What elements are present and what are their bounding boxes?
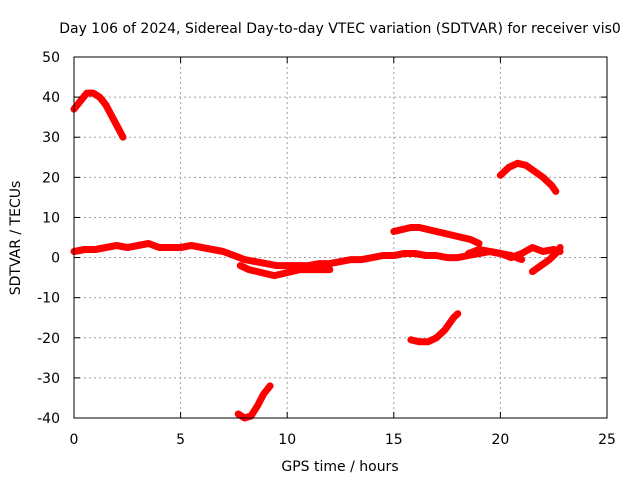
series-arc-4 [234,382,274,422]
x-tick-label: 25 [598,432,616,448]
series-arc-8 [464,244,564,262]
axis-ticks [73,56,608,419]
series-arc-2 [70,240,526,270]
y-axis-label: SDTVAR / TECUs [8,181,24,296]
x-tick-label: 20 [491,432,509,448]
x-tick-label: 10 [278,432,296,448]
y-tick-label: 30 [42,130,60,146]
y-tick-label: -10 [37,291,60,307]
plot-area [70,89,564,422]
grid-lines [74,57,607,418]
y-tick-label: 20 [42,170,60,186]
tick-labels: 0 5 10 15 20 25 -40 -30 -20 -10 0 10 20 30 40 50 [37,50,616,448]
y-tick-label: 40 [42,90,60,106]
x-tick-label: 5 [176,432,185,448]
y-tick-label: 10 [42,210,60,226]
series-arc-1 [70,89,127,141]
y-tick-label: -40 [37,411,60,427]
y-tick-label: 0 [51,251,60,267]
x-tick-label: 0 [70,432,79,448]
x-tick-label: 15 [385,432,403,448]
y-tick-label: -20 [37,331,60,347]
x-axis-label: GPS time / hours [281,459,398,475]
series-arc-9 [528,244,564,276]
series-arc-3 [236,262,334,280]
series-arc-7 [496,159,560,195]
y-tick-label: 50 [42,50,60,66]
y-tick-label: -30 [37,371,60,387]
chart-title: Day 106 of 2024, Sidereal Day-to-day VTE… [59,21,621,37]
plot-frame [73,56,608,419]
series-arc-6 [407,310,462,346]
series-arc-5 [390,224,483,247]
